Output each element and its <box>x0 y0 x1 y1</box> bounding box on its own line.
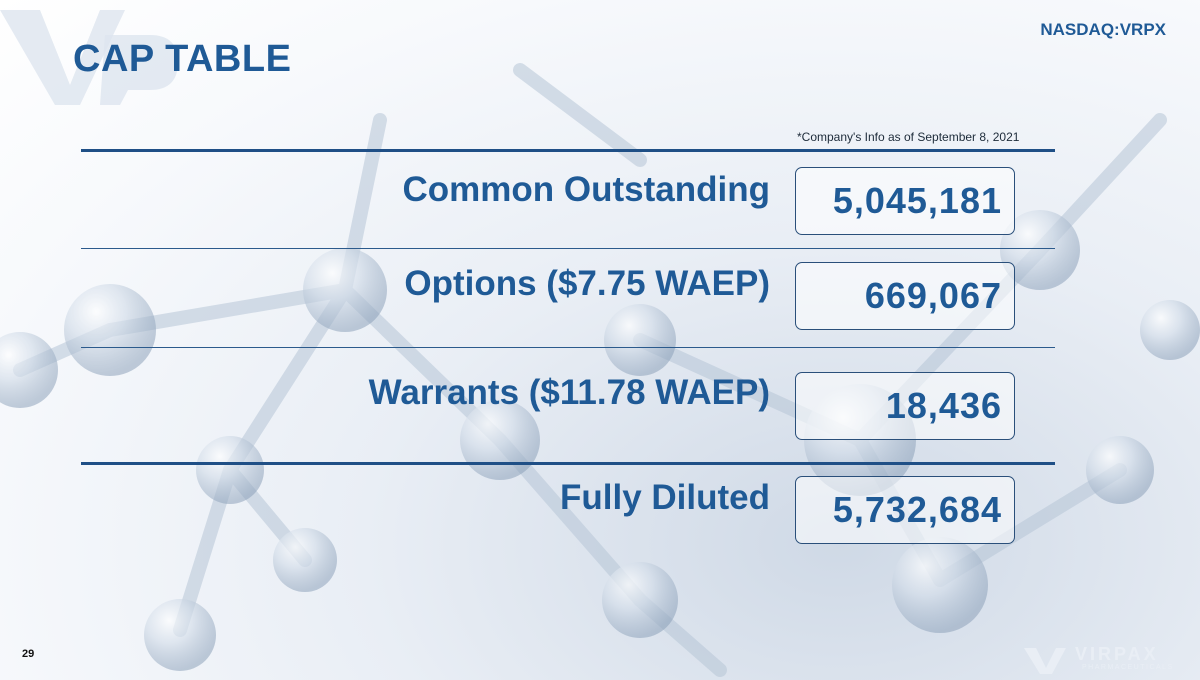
brand-subtitle: PHARMACEUTICALS <box>1082 664 1174 671</box>
value-fully-diluted: 5,732,684 <box>795 476 1015 544</box>
table-top-rule <box>81 149 1055 152</box>
ticker-symbol: NASDAQ:VRPX <box>1040 20 1166 39</box>
page-number: 29 <box>22 648 35 660</box>
virpax-logo-icon <box>1024 648 1066 674</box>
page-title: CAP TABLE <box>73 38 292 80</box>
row-divider <box>81 248 1055 249</box>
footnote: *Company's Info as of September 8, 2021 <box>797 130 1020 144</box>
vp-logo-watermark-icon <box>0 10 178 105</box>
value-warrants: 18,436 <box>795 372 1015 440</box>
row-label-fully-diluted: Fully Diluted <box>560 478 770 517</box>
value-options: 669,067 <box>795 262 1015 330</box>
row-divider <box>81 347 1055 348</box>
total-rule <box>81 462 1055 465</box>
brand-name: VIRPAX <box>1075 644 1159 664</box>
row-label-warrants: Warrants ($11.78 WAEP) <box>368 373 770 412</box>
row-label-options: Options ($7.75 WAEP) <box>404 264 770 303</box>
value-common-outstanding: 5,045,181 <box>795 167 1015 235</box>
row-label-common-outstanding: Common Outstanding <box>402 170 770 209</box>
